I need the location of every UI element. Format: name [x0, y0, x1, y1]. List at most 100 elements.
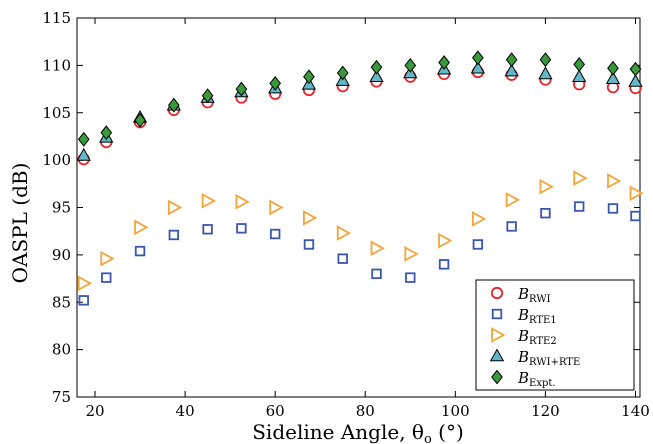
data-point	[472, 239, 484, 250]
legend-label-main: B	[517, 285, 529, 303]
legend-label: BRTE1	[517, 306, 557, 326]
y-tick-label: 75	[52, 388, 71, 406]
data-point	[101, 272, 112, 283]
data-point	[405, 272, 416, 283]
series-rte2	[77, 170, 644, 292]
series-expt-	[77, 50, 642, 147]
x-tick-label: 80	[356, 402, 375, 420]
legend-label-main: B	[517, 306, 529, 324]
data-point	[472, 50, 484, 66]
y-tick-label: 105	[42, 104, 71, 122]
legend-marker	[491, 369, 503, 385]
data-point	[336, 225, 352, 241]
legend-marker	[490, 286, 504, 300]
series-rwi	[77, 65, 642, 166]
data-point	[506, 221, 517, 232]
data-point	[236, 223, 247, 234]
y-tick-label: 100	[42, 151, 71, 169]
data-point	[629, 185, 644, 202]
legend-label: BRWI+RTE	[517, 348, 580, 368]
data-point	[167, 97, 180, 113]
data-point	[573, 57, 586, 72]
data-point	[438, 259, 450, 270]
legend-marker	[491, 308, 503, 320]
data-point	[336, 65, 349, 81]
legend-marker	[489, 348, 505, 362]
series-rwi-rte	[76, 60, 643, 161]
data-point	[573, 170, 588, 186]
data-point	[76, 147, 91, 161]
data-point	[630, 210, 641, 222]
data-point	[77, 275, 93, 292]
data-point	[134, 219, 149, 236]
data-point	[438, 55, 450, 70]
legend-marker	[491, 327, 506, 343]
x-axis-label-subscript: o	[424, 432, 432, 444]
data-point	[134, 245, 146, 257]
data-point	[505, 52, 518, 68]
data-point	[269, 199, 284, 216]
y-tick-label: 85	[52, 293, 71, 311]
data-point	[404, 246, 419, 262]
data-point	[370, 240, 385, 257]
x-axis-label-main: Sideline Angle, θ	[252, 420, 424, 444]
data-point	[303, 210, 318, 226]
y-axis-label: OASPL (dB)	[8, 163, 32, 284]
data-point	[539, 52, 552, 68]
data-point	[269, 75, 282, 91]
data-point	[337, 253, 348, 264]
x-axis-label-unit: (°)	[432, 420, 464, 444]
y-tick-label: 80	[52, 341, 71, 359]
data-point	[471, 211, 487, 227]
y-tick-label: 90	[52, 246, 71, 264]
data-point	[100, 250, 115, 267]
data-point	[438, 232, 453, 249]
data-point	[370, 59, 383, 75]
data-point	[607, 173, 622, 189]
legend-label-main: B	[517, 327, 529, 345]
x-tick-label: 140	[621, 402, 650, 420]
data-point	[77, 131, 90, 147]
legend-label-main: B	[517, 369, 529, 387]
data-point	[607, 60, 619, 76]
x-tick-label: 40	[176, 402, 195, 420]
data-point	[235, 81, 248, 97]
data-point	[573, 201, 585, 212]
y-tick-label: 95	[52, 199, 71, 217]
legend-label: BRTE2	[517, 327, 557, 347]
x-tick-label: 20	[85, 402, 104, 420]
data-point	[539, 178, 554, 195]
data-points	[76, 50, 644, 306]
x-tick-label: 120	[531, 402, 560, 420]
data-point	[78, 295, 89, 306]
data-point	[303, 69, 315, 85]
data-point	[572, 69, 587, 83]
data-point	[167, 199, 183, 216]
tick-labels: 20 40 60 80 100 120 140 75 80 85 90 95 100 105 110 115	[42, 9, 649, 420]
data-point	[607, 203, 619, 214]
data-point	[538, 66, 553, 80]
data-point	[303, 239, 315, 250]
data-point	[201, 88, 214, 104]
data-point	[100, 125, 113, 141]
data-point	[201, 193, 216, 209]
data-point	[369, 69, 384, 83]
data-point	[269, 228, 281, 240]
data-point	[505, 192, 521, 208]
legend-label-subscript: RWI	[529, 294, 551, 305]
data-point	[504, 63, 519, 77]
data-point	[629, 61, 642, 77]
data-point	[202, 224, 213, 235]
x-tick-label: 100	[441, 402, 470, 420]
data-point	[540, 207, 551, 219]
legend-label-subscript: RTE2	[529, 336, 557, 347]
legend-label-subscript: Expt.	[529, 378, 556, 389]
data-point	[168, 229, 180, 241]
data-point	[628, 73, 643, 87]
data-point	[134, 112, 146, 128]
axis-ticks	[77, 17, 640, 398]
legend-label-subscript: RTE1	[529, 315, 557, 326]
y-tick-label: 115	[42, 9, 71, 27]
